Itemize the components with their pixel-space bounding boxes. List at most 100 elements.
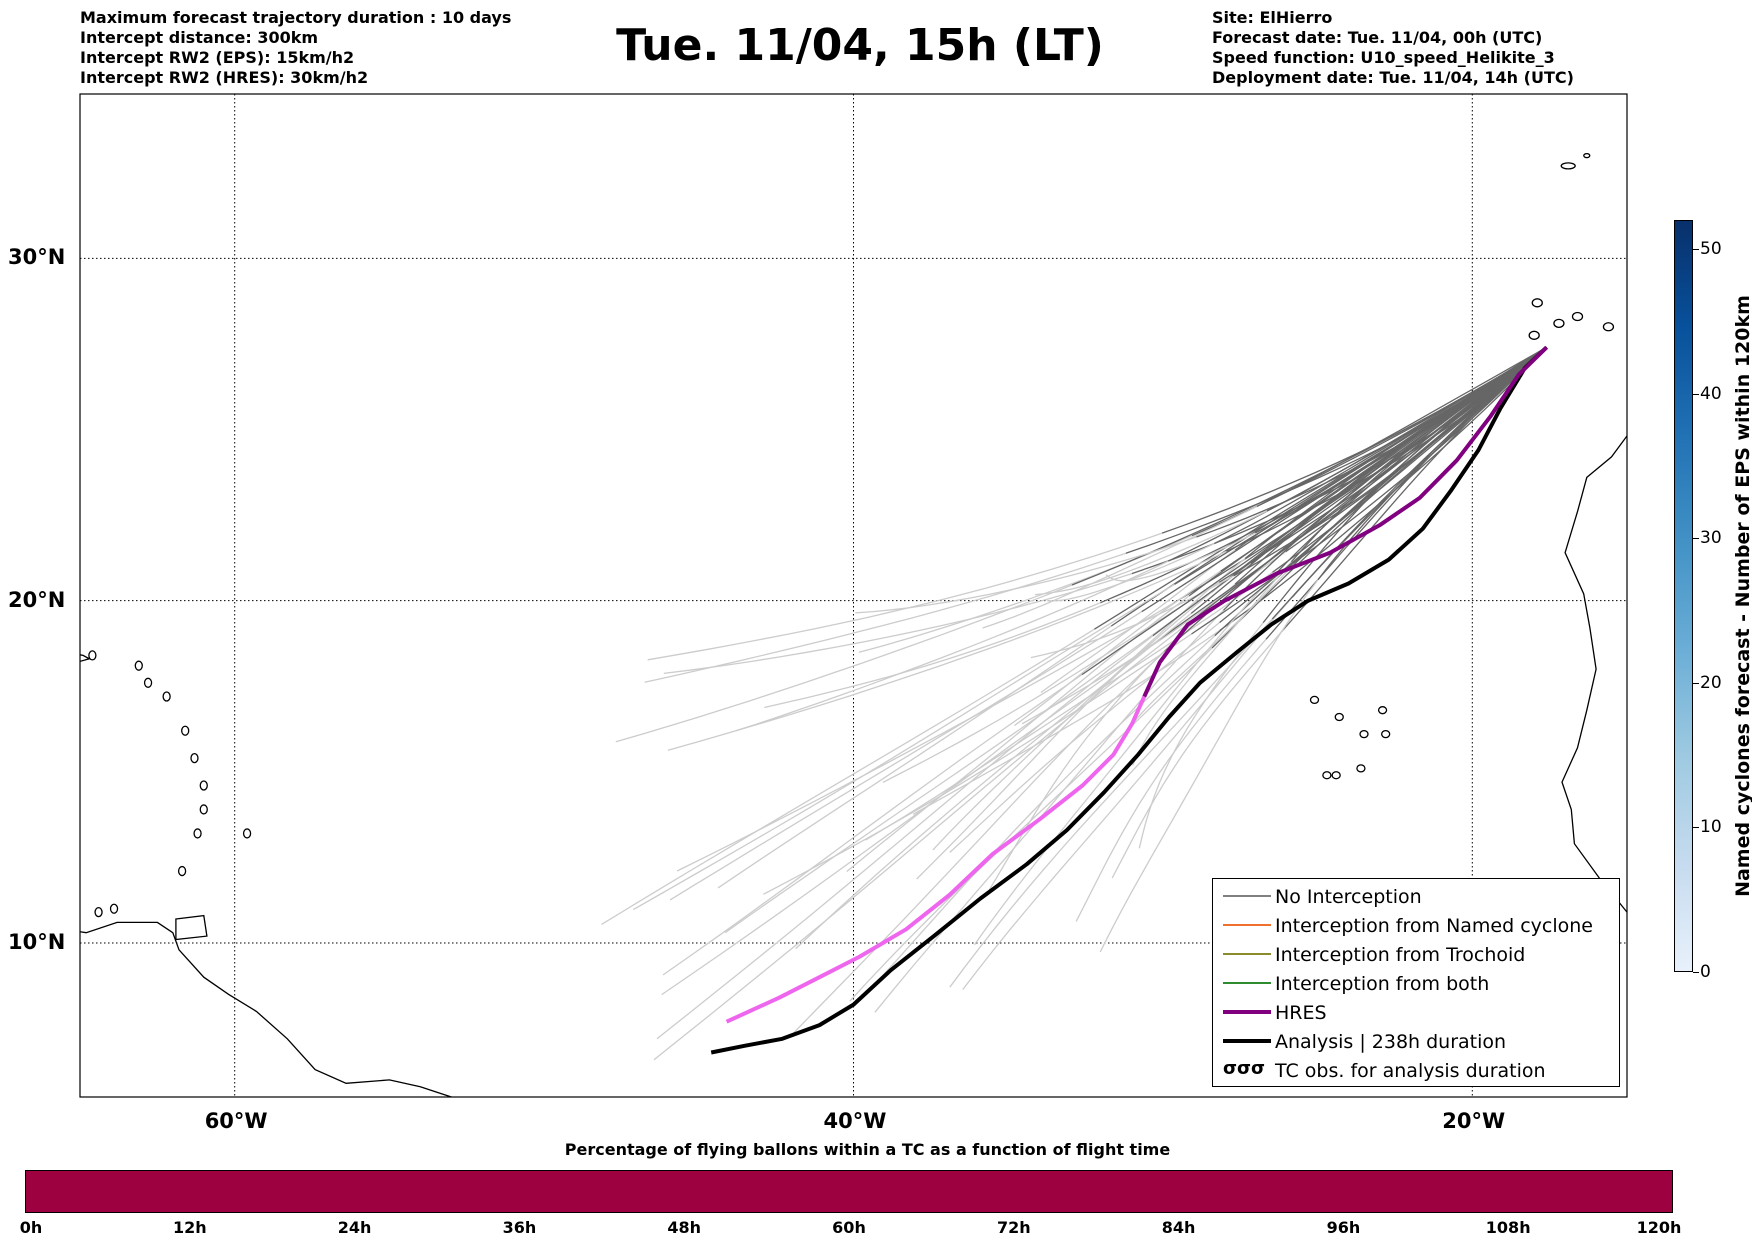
lon-tick-label: 20°W [1442,1109,1506,1133]
coast-cape-verde-island [1381,729,1391,739]
eps-trajectory-early [1071,346,1547,586]
lon-tick-label: 40°W [823,1109,887,1133]
coast-island [193,828,202,839]
eps-trajectory-late [763,633,1192,895]
info-line: Site: ElHierro [1212,8,1333,27]
eps-trajectory-early [1226,346,1548,552]
eps-trajectory-late [1075,638,1267,922]
eps-trajectory-late [865,571,1273,841]
eps-trajectory-early [1081,346,1547,676]
legend: No Interception Interception from Named c… [1212,878,1620,1087]
eps-trajectory-late [663,572,1133,675]
eps-trajectory-late [849,647,1213,1002]
eps-trajectory-late [1014,570,1222,727]
legend-swatch [1223,924,1271,926]
eps-trajectory-late [644,552,1127,683]
bottom-colorbar-tick: 96h [1326,1218,1361,1237]
lat-tick-label: 20°N [8,587,66,612]
map-title: Tue. 11/04, 15h (LT) [616,20,1104,71]
coast-africa [1561,434,1627,914]
legend-swatch [1223,953,1271,955]
eps-trajectories [601,346,1548,1061]
coast-porto-santo [1583,152,1591,159]
colorbar-right-tick: 30 [1700,528,1722,549]
colorbar-right-tickmark [1693,972,1699,973]
legend-label: No Interception [1275,885,1422,908]
coast-island [162,691,171,702]
eps-trajectory-early [1141,346,1547,613]
eps-trajectory-late [661,640,1159,996]
legend-item: No Interception [1213,882,1619,911]
coast-canary-island [1528,330,1540,340]
coast-island [143,677,153,688]
eps-trajectory-late [632,583,1175,911]
eps-trajectory-late [1111,631,1282,879]
legend-item: Interception from Trochoid [1213,940,1619,969]
eps-trajectory-early [1161,346,1547,534]
legend-item: HRES [1213,998,1619,1027]
bottom-colorbar-tick: 24h [337,1218,372,1237]
colorbar-right-tickmark [1693,682,1699,684]
map-frame [79,93,1628,1098]
legend-item: Interception from Named cyclone [1213,911,1619,940]
info-line: Intercept distance: 300km [80,28,319,47]
analysis-track [710,345,1548,1055]
eps-trajectory-late [855,536,1197,614]
eps-trajectory-early [1280,346,1548,633]
eps-trajectory-late [1034,510,1268,596]
colorbar-right-tickmark [1693,538,1699,540]
coast-canary-island [1571,311,1584,322]
info-line: Forecast date: Tue. 11/04, 00h (UTC) [1212,28,1543,47]
coast-madeira [1560,162,1576,170]
colorbar-right-label: Named cyclones forecast - Number of EPS … [1732,295,1752,897]
eps-trajectory-late [662,674,1083,976]
legend-swatch [1223,982,1271,984]
eps-trajectory-late [874,609,1224,1013]
eps-trajectory-late [1131,565,1294,725]
info-right-block: Site: ElHierro Forecast date: Tue. 11/04,… [1212,8,1574,88]
bottom-colorbar-tick: 84h [1161,1218,1196,1237]
eps-trajectory-late [912,629,1221,815]
coast-island [88,650,97,661]
legend-swatch [1223,1010,1271,1014]
bottom-colorbar-tick: 0h [19,1218,43,1237]
eps-trajectory-early [1214,346,1547,545]
coast-island [109,903,119,914]
coast-island [242,828,252,839]
eps-trajectory-late [1132,561,1292,766]
eps-trajectory-late [615,584,1073,743]
eps-trajectory-early [1219,346,1548,631]
legend-item: Analysis | 238h duration [1213,1027,1619,1056]
eps-trajectory-late [667,550,1227,751]
eps-trajectory-late [949,618,1273,988]
legend-label: TC obs. for analysis duration [1275,1059,1546,1082]
eps-trajectory-early [1191,346,1548,635]
eps-trajectory-late [795,612,1192,950]
coast-cape-verde-island [1331,771,1341,780]
eps-trajectory-late [764,602,1101,709]
bottom-colorbar-title: Percentage of flying ballons within a TC… [564,1140,1171,1159]
eps-trajectory-late [982,505,1258,629]
colorbar-right-tick: 10 [1700,817,1722,838]
info-line: Intercept RW2 (HRES): 30km/h2 [80,68,369,87]
bottom-colorbar-tick: 120h [1636,1218,1682,1237]
eps-trajectory-late [647,532,1163,661]
colorbar-right [1674,220,1693,972]
bottom-colorbar-tick: 60h [832,1218,866,1237]
info-line: Intercept RW2 (EPS): 15km/h2 [80,48,355,67]
info-left-block: Maximum forecast trajectory duration : 1… [80,8,511,88]
hres-track-early [1142,345,1549,698]
coast-canary-island [1653,309,1663,317]
lon-tick-label: 60°W [204,1109,268,1133]
eps-trajectory-late [973,573,1276,946]
eps-trajectory-early [1191,346,1547,537]
eps-trajectory-late [790,651,1165,1036]
eps-trajectory-late [949,621,1221,853]
coast-canary-island [1602,322,1615,332]
eps-trajectory-late [653,622,1189,1061]
eps-trajectory-late [1099,579,1319,953]
coastlines [80,152,1663,1097]
hres-track-late [725,695,1147,1024]
eps-trajectory-late [1047,542,1215,602]
